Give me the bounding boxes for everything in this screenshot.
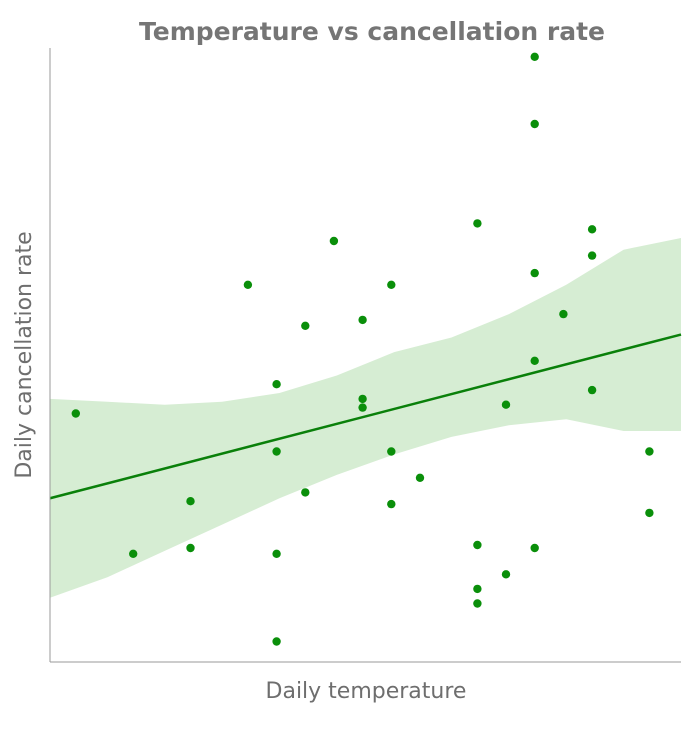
data-point xyxy=(530,356,539,365)
data-point xyxy=(645,447,654,456)
data-point xyxy=(559,309,568,319)
data-point xyxy=(243,280,253,289)
data-point xyxy=(358,394,367,404)
x-axis-label: Daily temperature xyxy=(266,679,467,704)
y-axis-label: Daily cancellation rate xyxy=(12,231,37,478)
data-point xyxy=(587,225,597,234)
data-point xyxy=(272,549,281,558)
data-point xyxy=(473,219,482,228)
data-point xyxy=(501,400,511,409)
data-point xyxy=(473,540,482,550)
data-point xyxy=(530,52,539,61)
data-point xyxy=(272,447,281,456)
data-point xyxy=(272,380,281,389)
data-point xyxy=(645,508,654,518)
data-point xyxy=(530,119,539,129)
data-point xyxy=(358,315,367,325)
data-points xyxy=(71,52,654,646)
chart-title: Temperature vs cancellation rate xyxy=(139,17,605,46)
data-point xyxy=(329,236,339,246)
data-point xyxy=(587,385,597,395)
plot-area xyxy=(49,52,682,646)
data-point xyxy=(186,543,195,553)
data-point xyxy=(530,268,539,278)
data-point xyxy=(587,251,597,260)
data-point xyxy=(71,409,81,418)
data-point xyxy=(272,637,281,646)
confidence-band xyxy=(50,238,681,598)
data-point xyxy=(530,543,539,553)
data-point xyxy=(301,488,310,497)
data-point xyxy=(415,473,425,482)
data-point xyxy=(186,497,195,506)
data-point xyxy=(501,570,511,579)
data-point xyxy=(387,499,396,509)
data-point xyxy=(129,549,138,558)
data-point xyxy=(387,280,396,289)
data-point xyxy=(473,584,482,594)
data-point xyxy=(358,403,367,412)
data-point xyxy=(301,321,310,330)
trend-line xyxy=(49,333,682,500)
data-point xyxy=(387,447,396,456)
data-point xyxy=(473,599,482,608)
